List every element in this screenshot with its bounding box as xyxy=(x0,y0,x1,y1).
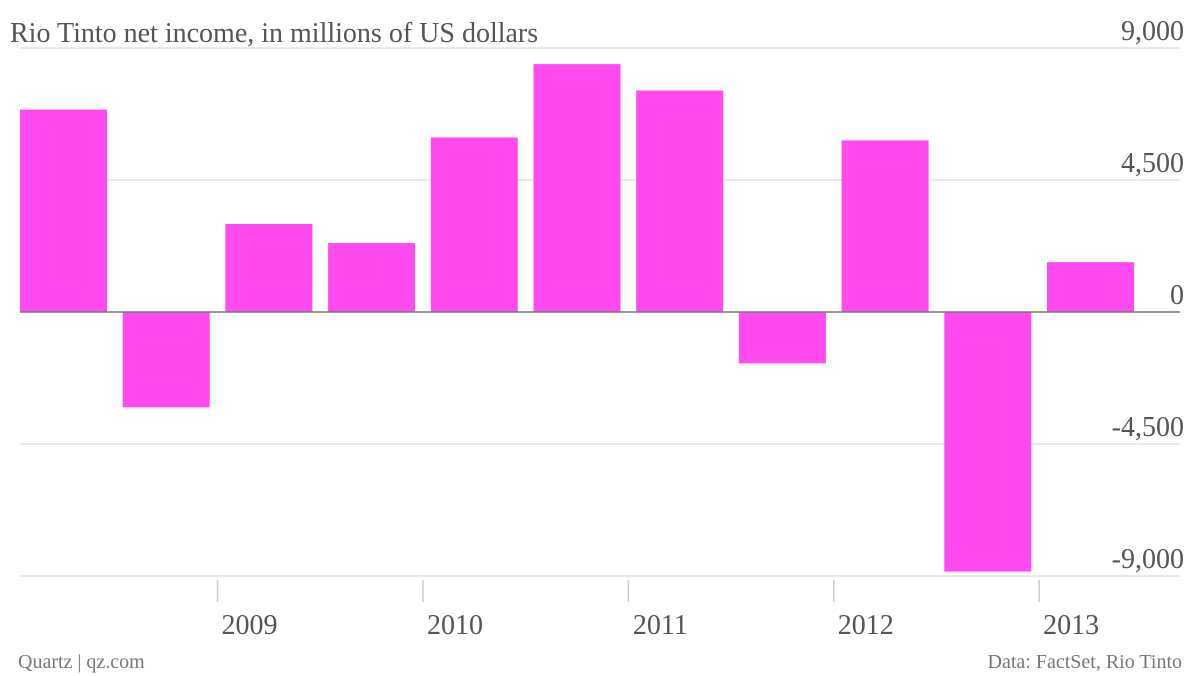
footer-credit: Quartz | qz.com xyxy=(18,651,145,673)
bar xyxy=(122,312,210,408)
y-tick-label: 0 xyxy=(1170,280,1184,311)
footer-source: Data: FactSet, Rio Tinto xyxy=(988,651,1182,673)
x-tick-label: 2009 xyxy=(222,610,278,641)
y-tick-label: 4,500 xyxy=(1121,148,1184,179)
bar xyxy=(944,312,1032,572)
bar xyxy=(225,224,313,312)
gridlines xyxy=(20,47,1180,577)
x-tick-label: 2010 xyxy=(427,610,483,641)
bar xyxy=(533,64,621,312)
bar xyxy=(636,90,724,313)
x-axis: 2009 2010 2011 2012 2013 xyxy=(216,580,1099,641)
x-tick-label: 2013 xyxy=(1043,610,1099,641)
bar xyxy=(738,312,826,364)
chart-title: Rio Tinto net income, in millions of US … xyxy=(10,18,538,49)
y-tick-label: 9,000 xyxy=(1121,16,1184,47)
bar xyxy=(328,243,416,312)
y-axis: 9,000 4,500 0 -4,500 -9,000 xyxy=(1112,16,1184,575)
bars xyxy=(20,64,1134,572)
x-tick-label: 2011 xyxy=(633,610,688,641)
bar xyxy=(1047,262,1134,312)
bar xyxy=(430,137,518,312)
y-tick-label: -4,500 xyxy=(1112,412,1184,443)
bar xyxy=(20,109,107,312)
y-tick-label: -9,000 xyxy=(1112,544,1184,575)
x-tick-label: 2012 xyxy=(838,610,894,641)
bar xyxy=(841,140,929,312)
